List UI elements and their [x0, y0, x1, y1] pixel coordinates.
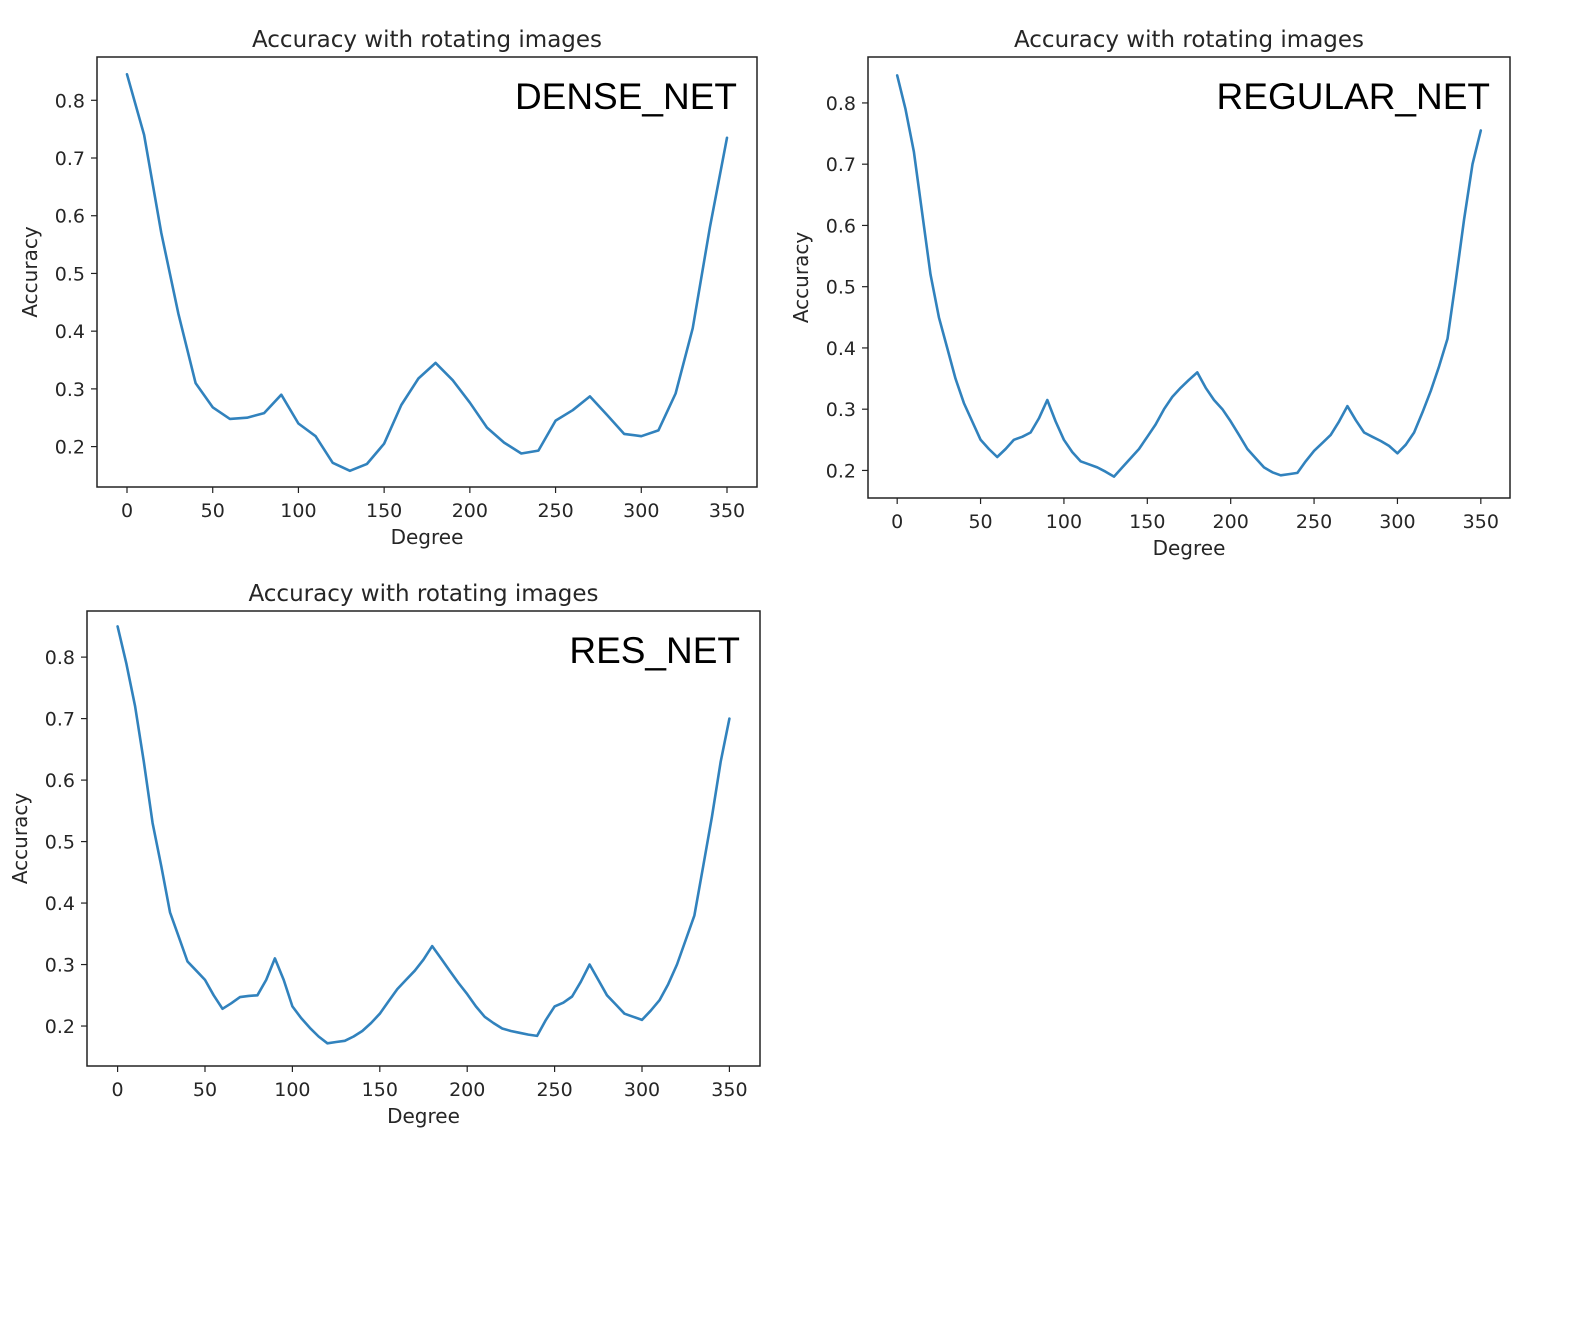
x-tick-label: 300 — [1379, 511, 1415, 533]
y-tick-label: 0.4 — [45, 893, 75, 915]
x-tick-label: 350 — [1463, 511, 1499, 533]
plot-frame — [96, 56, 758, 488]
y-axis-label: Accuracy — [18, 226, 42, 317]
y-tick-label: 0.3 — [45, 955, 75, 977]
y-tick-label: 0.6 — [55, 206, 85, 228]
y-tick-label: 0.5 — [45, 832, 75, 854]
x-tick-label: 250 — [537, 500, 573, 522]
x-axis-label: Degree — [391, 525, 464, 549]
x-tick-label: 150 — [1129, 511, 1165, 533]
x-tick-label: 0 — [112, 1079, 124, 1101]
chart-regular-net: Accuracy with rotating images 0 50 100 150 20… — [789, 27, 1511, 560]
x-tick-label: 200 — [452, 500, 488, 522]
chart-res-net: Accuracy with rotating images 0 50 100 150 20… — [8, 581, 761, 1128]
y-axis-label: Accuracy — [8, 793, 32, 884]
y-tick-label: 0.3 — [55, 379, 85, 401]
chart-dense-net: Accuracy with rotating images 0 50 100 150 20… — [18, 27, 758, 549]
y-tick-label: 0.2 — [45, 1016, 75, 1038]
y-axis-label: Accuracy — [789, 232, 813, 323]
plot-frame — [86, 610, 761, 1067]
x-tick-label: 0 — [891, 511, 903, 533]
x-tick-label: 150 — [366, 500, 402, 522]
y-tick-label: 0.5 — [55, 263, 85, 285]
accuracy-series-line — [895, 74, 1483, 478]
model-name-annotation: DENSE_NET — [515, 76, 737, 117]
y-tick-label: 0.3 — [826, 399, 856, 421]
y-tick-label: 0.6 — [45, 770, 75, 792]
x-tick-label: 100 — [280, 500, 316, 522]
y-tick-label: 0.8 — [826, 93, 856, 115]
y-tick-label: 0.8 — [55, 90, 85, 112]
y-tick-label: 0.2 — [826, 460, 856, 482]
x-tick-label: 50 — [201, 500, 225, 522]
x-tick-label: 350 — [711, 1079, 747, 1101]
x-tick-label: 350 — [709, 500, 745, 522]
x-tick-label: 50 — [193, 1079, 217, 1101]
accuracy-series-line — [116, 625, 731, 1045]
y-tick-label: 0.5 — [826, 277, 856, 299]
x-tick-label: 200 — [449, 1079, 485, 1101]
plot-frame — [867, 56, 1511, 499]
x-tick-label: 250 — [536, 1079, 572, 1101]
x-tick-label: 100 — [274, 1079, 310, 1101]
y-tick-label: 0.8 — [45, 647, 75, 669]
x-tick-label: 300 — [623, 500, 659, 522]
x-tick-label: 150 — [362, 1079, 398, 1101]
y-tick-label: 0.2 — [55, 437, 85, 459]
y-tick-label: 0.7 — [826, 154, 856, 176]
model-name-annotation: RES_NET — [569, 630, 740, 671]
y-tick-label: 0.7 — [55, 148, 85, 170]
y-tick-label: 0.6 — [826, 215, 856, 237]
x-axis-label: Degree — [387, 1104, 460, 1128]
accuracy-series-line — [125, 73, 729, 473]
x-tick-label: 200 — [1213, 511, 1249, 533]
x-tick-label: 100 — [1046, 511, 1082, 533]
chart-title: Accuracy with rotating images — [1014, 27, 1364, 53]
y-tick-label: 0.4 — [55, 321, 85, 343]
x-tick-label: 300 — [624, 1079, 660, 1101]
chart-title: Accuracy with rotating images — [248, 581, 598, 607]
model-name-annotation: REGULAR_NET — [1217, 76, 1490, 117]
x-tick-label: 50 — [968, 511, 992, 533]
x-axis-label: Degree — [1153, 536, 1226, 560]
x-tick-label: 250 — [1296, 511, 1332, 533]
chart-title: Accuracy with rotating images — [252, 27, 602, 53]
y-tick-label: 0.7 — [45, 709, 75, 731]
x-tick-label: 0 — [121, 500, 133, 522]
y-tick-label: 0.4 — [826, 338, 856, 360]
